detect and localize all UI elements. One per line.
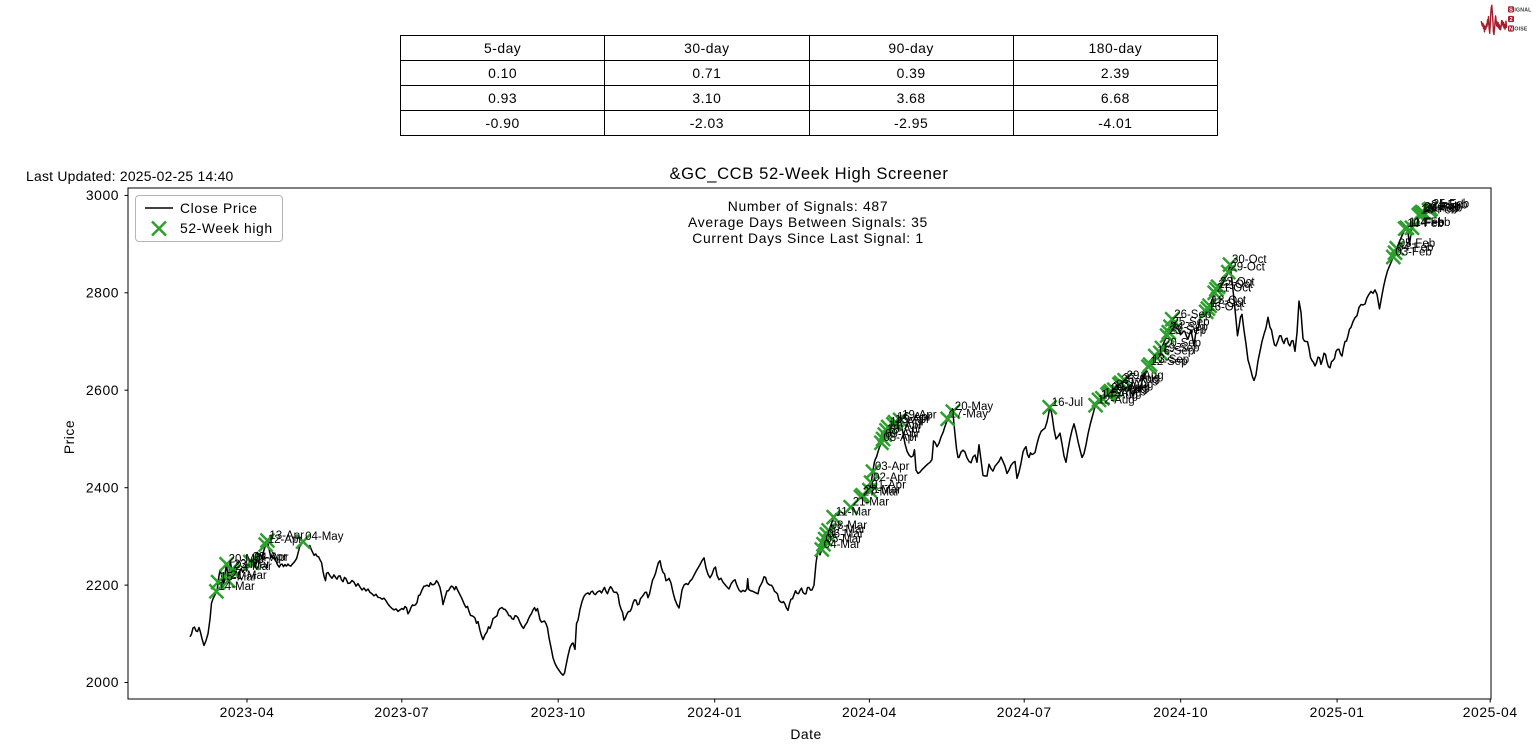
svg-text:29-Aug: 29-Aug xyxy=(1127,370,1164,382)
svg-text:2600: 2600 xyxy=(86,382,119,398)
svg-text:16-Oct: 16-Oct xyxy=(1208,301,1243,313)
svg-text:12-Sep: 12-Sep xyxy=(1150,356,1187,368)
svg-text:12-Apr: 12-Apr xyxy=(268,534,303,546)
svg-text:3000: 3000 xyxy=(86,187,119,203)
svg-text:21-Mar: 21-Mar xyxy=(853,497,890,509)
svg-text:Price: Price xyxy=(61,420,77,454)
svg-text:08-Mar: 08-Mar xyxy=(831,520,868,532)
svg-text:24-Mar: 24-Mar xyxy=(235,561,272,573)
svg-text:20-May: 20-May xyxy=(955,401,994,413)
svg-text:04-Apr: 04-Apr xyxy=(254,552,289,564)
svg-text:18-Feb: 18-Feb xyxy=(1421,205,1457,217)
svg-text:23-Sep: 23-Sep xyxy=(1169,325,1206,337)
svg-text:21-Feb: 21-Feb xyxy=(1426,202,1462,214)
svg-text:20-Feb: 20-Feb xyxy=(1424,202,1460,214)
svg-text:10-Feb: 10-Feb xyxy=(1407,218,1443,230)
svg-text:24-Sep: 24-Sep xyxy=(1171,322,1208,334)
svg-text:02-Apr: 02-Apr xyxy=(873,472,908,484)
svg-text:2024-01: 2024-01 xyxy=(687,704,742,720)
svg-text:11-Mar: 11-Mar xyxy=(836,507,872,519)
svg-text:2023-10: 2023-10 xyxy=(531,704,586,720)
svg-text:25-Sep: 25-Sep xyxy=(1173,316,1210,328)
svg-text:17-May: 17-May xyxy=(950,408,989,420)
svg-text:14-Aug: 14-Aug xyxy=(1101,389,1138,401)
svg-text:10-Apr: 10-Apr xyxy=(887,424,922,436)
svg-text:16-Jul: 16-Jul xyxy=(1052,397,1083,409)
svg-text:01-Apr: 01-Apr xyxy=(871,480,906,492)
svg-text:29-Oct: 29-Oct xyxy=(1230,262,1265,274)
svg-text:03-Apr: 03-Apr xyxy=(875,461,910,473)
svg-text:24-Feb: 24-Feb xyxy=(1431,200,1467,212)
svg-text:03-Apr: 03-Apr xyxy=(252,552,287,564)
svg-text:2024-10: 2024-10 xyxy=(1153,704,1208,720)
svg-text:14-Feb: 14-Feb xyxy=(1414,217,1450,229)
svg-text:23-Aug: 23-Aug xyxy=(1116,379,1153,391)
svg-text:2800: 2800 xyxy=(86,285,119,301)
svg-text:26-Sep: 26-Sep xyxy=(1174,309,1211,321)
svg-text:14-Mar: 14-Mar xyxy=(218,581,255,593)
svg-text:19-Feb: 19-Feb xyxy=(1423,203,1459,215)
svg-text:27-Mar: 27-Mar xyxy=(863,487,900,499)
svg-text:OISE: OISE xyxy=(1514,27,1528,33)
svg-text:11-Apr: 11-Apr xyxy=(889,420,923,432)
svg-text:2023-04: 2023-04 xyxy=(220,704,275,720)
svg-text:16-Apr: 16-Apr xyxy=(897,412,932,424)
svg-text:23-Mar: 23-Mar xyxy=(234,559,271,571)
svg-text:19-Aug: 19-Aug xyxy=(1110,384,1147,396)
svg-text:30-Oct: 30-Oct xyxy=(1232,254,1267,266)
svg-text:04-Feb: 04-Feb xyxy=(1397,242,1433,254)
svg-text:09-Apr: 09-Apr xyxy=(885,429,920,441)
svg-text:16-Aug: 16-Aug xyxy=(1104,388,1141,400)
svg-text:16-Sep: 16-Sep xyxy=(1157,346,1194,358)
svg-text:2200: 2200 xyxy=(86,577,119,593)
svg-text:17-Oct: 17-Oct xyxy=(1210,298,1245,310)
svg-text:N: N xyxy=(1509,27,1513,33)
svg-text:06-Mar: 06-Mar xyxy=(827,529,864,541)
svg-text:13-Apr: 13-Apr xyxy=(269,530,304,542)
svg-text:03-Feb: 03-Feb xyxy=(1395,247,1431,259)
svg-text:21-Oct: 21-Oct xyxy=(1217,282,1252,294)
svg-text:05-Mar: 05-Mar xyxy=(826,534,863,546)
svg-text:15-Apr: 15-Apr xyxy=(895,414,930,426)
svg-text:21-Aug: 21-Aug xyxy=(1113,381,1150,393)
svg-text:2023-07: 2023-07 xyxy=(374,704,429,720)
svg-text:2024-04: 2024-04 xyxy=(842,704,897,720)
svg-text:27-Aug: 27-Aug xyxy=(1123,372,1160,384)
svg-text:18-Oct: 18-Oct xyxy=(1212,295,1247,307)
svg-text:08-Apr: 08-Apr xyxy=(883,432,918,444)
svg-text:26-Aug: 26-Aug xyxy=(1121,374,1158,386)
svg-text:22-Oct: 22-Oct xyxy=(1218,279,1253,291)
svg-text:28-Mar: 28-Mar xyxy=(865,485,902,497)
svg-text:07-Mar: 07-Mar xyxy=(829,524,866,536)
svg-text:Date: Date xyxy=(790,726,821,742)
svg-text:12-Aug: 12-Aug xyxy=(1098,395,1135,407)
svg-text:05-Feb: 05-Feb xyxy=(1399,238,1435,250)
svg-text:04-Mar: 04-Mar xyxy=(824,539,861,551)
svg-text:19-Sep: 19-Sep xyxy=(1162,342,1199,354)
svg-text:2024-07: 2024-07 xyxy=(997,704,1052,720)
svg-text:20-Mar: 20-Mar xyxy=(229,554,266,566)
svg-text:12-Apr: 12-Apr xyxy=(890,417,925,429)
svg-text:11-Feb: 11-Feb xyxy=(1409,217,1445,229)
svg-text:23-Oct: 23-Oct xyxy=(1220,276,1255,288)
svg-text:04-May: 04-May xyxy=(305,531,344,543)
svg-text:19-Apr: 19-Apr xyxy=(902,409,937,421)
svg-text:15-Mar: 15-Mar xyxy=(220,572,257,584)
svg-text:IGNAL: IGNAL xyxy=(1514,7,1532,13)
svg-text:2: 2 xyxy=(1509,17,1512,23)
svg-text:20-Aug: 20-Aug xyxy=(1111,382,1148,394)
svg-text:21-Mar: 21-Mar xyxy=(230,570,267,582)
svg-text:S: S xyxy=(1509,7,1513,13)
svg-text:2400: 2400 xyxy=(86,479,119,495)
svg-text:2025-04: 2025-04 xyxy=(1463,704,1518,720)
svg-text:13-Sep: 13-Sep xyxy=(1152,354,1189,366)
svg-text:20-Sep: 20-Sep xyxy=(1164,338,1201,350)
svg-text:25-Feb: 25-Feb xyxy=(1433,199,1469,211)
svg-text:2000: 2000 xyxy=(86,674,119,690)
svg-text:2025-01: 2025-01 xyxy=(1310,704,1365,720)
